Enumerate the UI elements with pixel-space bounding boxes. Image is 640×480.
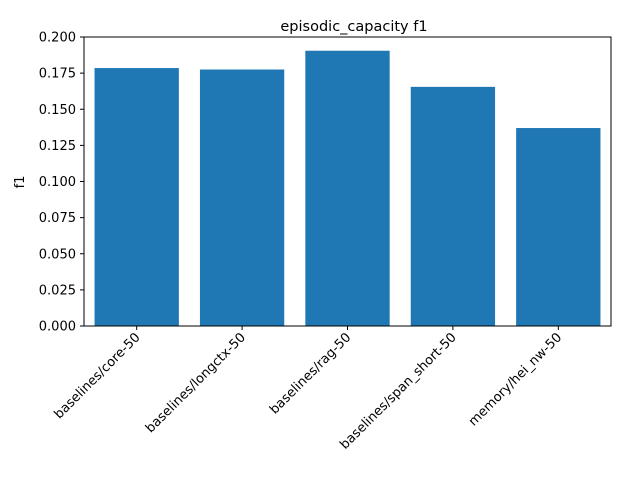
- bar-1: [199, 69, 285, 326]
- x-axis-ticks: baselines/core-50 baselines/longctx-50 bas…: [52, 326, 565, 453]
- bar-3: [410, 86, 496, 326]
- y-axis-ticks: 0.000 0.025 0.050 0.075 0.100 0.125 0.150 0.175…: [39, 31, 84, 335]
- chart-title: episodic_capacity f1: [280, 19, 427, 35]
- x-tick-label-1: baselines/longctx-50: [143, 330, 249, 436]
- y-tick-label-0: 0.000: [39, 320, 76, 335]
- plot-frame: [83, 36, 612, 327]
- x-tick-label-2: baselines/rag-50: [267, 330, 354, 417]
- bar-0: [94, 68, 179, 326]
- y-axis-label: f1: [13, 176, 28, 189]
- x-tick-label-3: baselines/span_short-50: [337, 330, 459, 452]
- y-tick-label-8: 0.200: [39, 31, 76, 46]
- y-tick-label-5: 0.125: [39, 139, 76, 154]
- y-tick-label-1: 0.025: [39, 283, 76, 298]
- y-tick-label-6: 0.150: [39, 103, 76, 118]
- y-tick-label-3: 0.075: [39, 211, 76, 226]
- y-tick-label-4: 0.100: [39, 175, 76, 190]
- x-tick-label-0: baselines/core-50: [52, 330, 144, 422]
- y-tick-label-7: 0.175: [39, 67, 76, 82]
- bar-2: [305, 50, 390, 326]
- y-tick-label-2: 0.050: [39, 247, 76, 262]
- x-tick-label-4: memory/hei_nw-50: [466, 330, 565, 429]
- bars: [94, 50, 601, 326]
- bar-4: [516, 128, 601, 326]
